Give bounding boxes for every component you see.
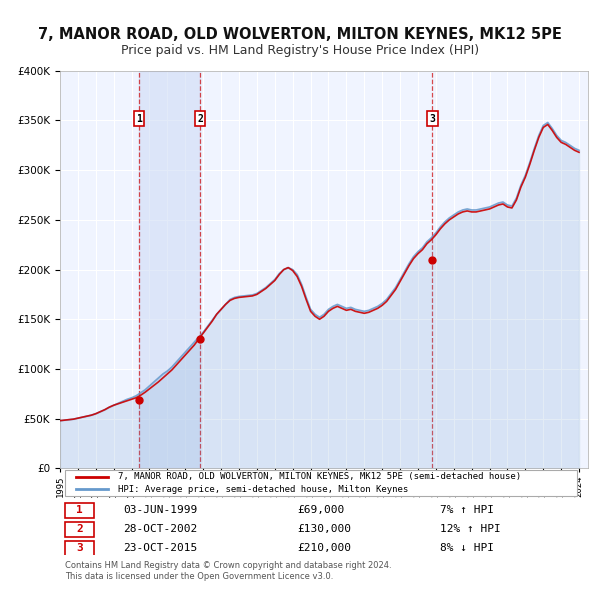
FancyBboxPatch shape [65, 470, 577, 496]
Text: 8% ↓ HPI: 8% ↓ HPI [440, 543, 494, 553]
Text: 28-OCT-2002: 28-OCT-2002 [124, 525, 197, 535]
Text: 7, MANOR ROAD, OLD WOLVERTON, MILTON KEYNES, MK12 5PE (semi-detached house): 7, MANOR ROAD, OLD WOLVERTON, MILTON KEY… [118, 472, 521, 481]
FancyBboxPatch shape [65, 503, 94, 519]
Text: 2: 2 [76, 525, 83, 535]
FancyBboxPatch shape [65, 522, 94, 537]
Text: 23-OCT-2015: 23-OCT-2015 [124, 543, 197, 553]
Text: £69,000: £69,000 [298, 505, 345, 515]
Text: 2: 2 [197, 113, 203, 123]
Text: £130,000: £130,000 [298, 525, 352, 535]
Text: 03-JUN-1999: 03-JUN-1999 [124, 505, 197, 515]
Text: 7% ↑ HPI: 7% ↑ HPI [440, 505, 494, 515]
Text: £210,000: £210,000 [298, 543, 352, 553]
Text: This data is licensed under the Open Government Licence v3.0.: This data is licensed under the Open Gov… [65, 572, 334, 582]
Text: 3: 3 [430, 113, 436, 123]
Text: 1: 1 [76, 505, 83, 515]
Text: Contains HM Land Registry data © Crown copyright and database right 2024.: Contains HM Land Registry data © Crown c… [65, 561, 392, 570]
Text: 12% ↑ HPI: 12% ↑ HPI [440, 525, 501, 535]
FancyBboxPatch shape [65, 542, 94, 556]
Text: HPI: Average price, semi-detached house, Milton Keynes: HPI: Average price, semi-detached house,… [118, 485, 409, 494]
Text: 7, MANOR ROAD, OLD WOLVERTON, MILTON KEYNES, MK12 5PE: 7, MANOR ROAD, OLD WOLVERTON, MILTON KEY… [38, 27, 562, 41]
Text: 1: 1 [136, 113, 142, 123]
Text: 3: 3 [76, 543, 83, 553]
Text: Price paid vs. HM Land Registry's House Price Index (HPI): Price paid vs. HM Land Registry's House … [121, 44, 479, 57]
Bar [139, 71, 200, 468]
